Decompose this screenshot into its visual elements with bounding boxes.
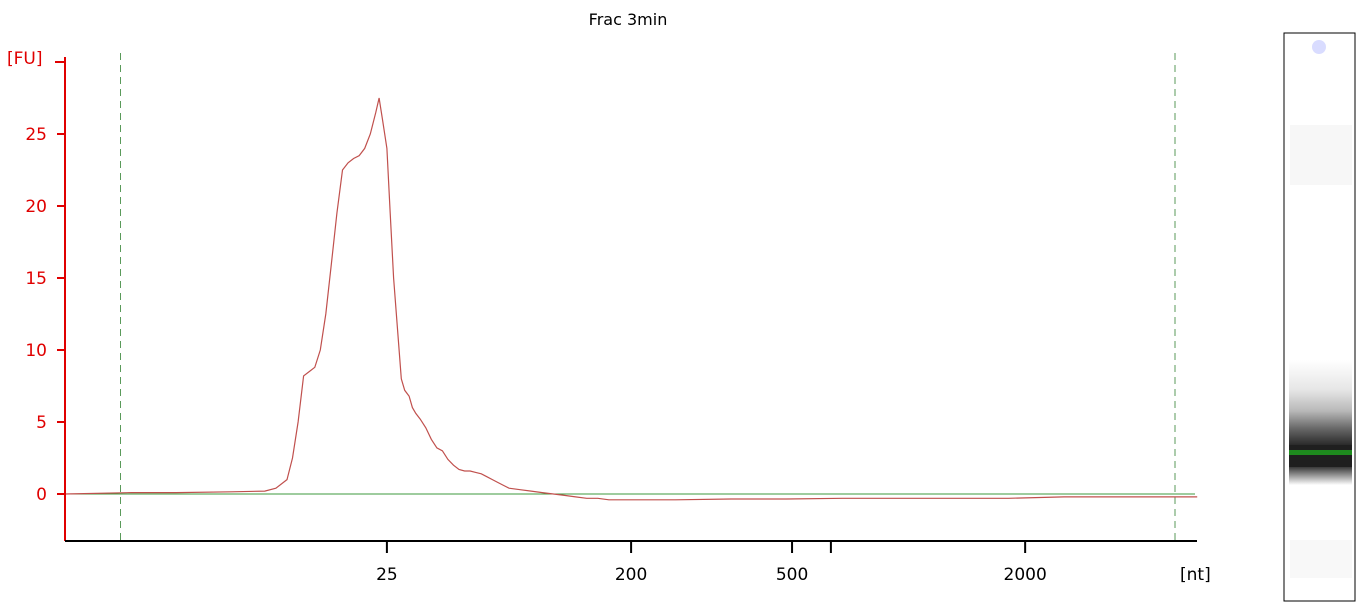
x-tick-label: 500 <box>776 565 808 585</box>
x-tick-label: 2000 <box>1004 565 1047 585</box>
gel-marker-band <box>1289 450 1352 455</box>
x-tick-label: 200 <box>615 565 647 585</box>
y-axis-label: [FU] <box>7 49 43 69</box>
gel-faint-band-upper <box>1290 125 1352 185</box>
y-tick-label: 15 <box>25 269 47 289</box>
gel-faint-band-lower <box>1290 540 1352 578</box>
signal-series-line <box>64 97 1198 501</box>
gel-smear <box>1289 360 1352 445</box>
gel-lane <box>1283 32 1356 602</box>
y-tick-label: 5 <box>36 413 47 433</box>
gel-lower-smear <box>1289 467 1352 485</box>
y-tick-label: 0 <box>36 485 47 505</box>
gel-well-dot <box>1312 40 1326 54</box>
y-tick-label: 10 <box>25 341 47 361</box>
chart-title: Frac 3min <box>589 10 668 29</box>
gel-lane-frame <box>1283 32 1356 602</box>
y-tick-label: 20 <box>25 197 47 217</box>
x-tick-label: 25 <box>376 565 398 585</box>
gel-main-band <box>1289 445 1352 467</box>
y-tick-label: 25 <box>25 125 47 145</box>
x-axis-label: [nt] <box>1180 565 1211 585</box>
